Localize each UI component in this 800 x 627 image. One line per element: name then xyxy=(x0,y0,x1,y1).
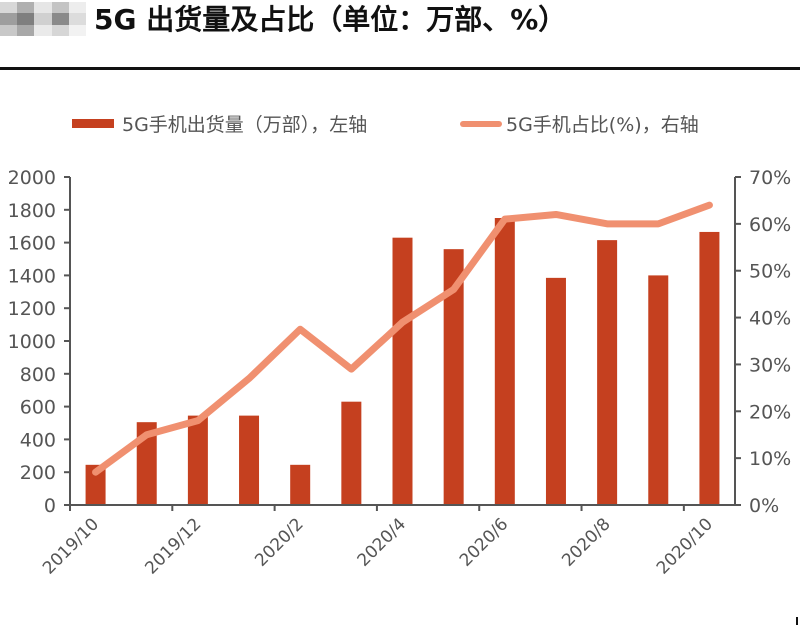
bar xyxy=(494,218,515,505)
left-tick-label: 0 xyxy=(44,495,56,517)
right-tick-label: 40% xyxy=(749,308,791,330)
blurred-logo xyxy=(0,2,86,36)
bar xyxy=(648,275,669,505)
right-tick-label: 10% xyxy=(749,448,791,470)
bar xyxy=(290,464,311,505)
x-tick-label: 2020/2 xyxy=(251,514,307,570)
bar xyxy=(699,231,720,505)
corner-mark xyxy=(796,617,798,625)
legend-label-bar: 5G手机出货量（万部），左轴 xyxy=(122,114,368,136)
x-tick-label: 2019/10 xyxy=(39,514,103,578)
right-tick-label: 0% xyxy=(749,495,779,517)
bar xyxy=(341,401,362,505)
left-tick-label: 1000 xyxy=(8,331,56,353)
chart-title: 5G 出货量及占比（单位：万部、%） xyxy=(94,3,567,36)
bar xyxy=(545,277,566,505)
legend-item-line: 5G手机占比(%)，右轴 xyxy=(460,110,699,137)
x-tick-label: 2020/4 xyxy=(354,514,410,570)
right-tick-label: 20% xyxy=(749,401,791,423)
legend-swatch-bar xyxy=(72,119,114,128)
bar xyxy=(136,422,157,505)
bar xyxy=(443,249,464,505)
title-divider xyxy=(0,67,800,70)
left-tick-label: 1800 xyxy=(8,200,56,222)
x-tick-label: 2019/12 xyxy=(141,514,205,578)
right-tick-label: 50% xyxy=(749,261,791,283)
legend-swatch-line xyxy=(460,120,502,127)
bar xyxy=(85,464,106,505)
left-tick-label: 800 xyxy=(20,364,56,386)
left-tick-label: 400 xyxy=(20,429,56,451)
legend-label-line: 5G手机占比(%)，右轴 xyxy=(506,114,699,136)
left-tick-label: 600 xyxy=(20,397,56,419)
left-tick-label: 1400 xyxy=(8,265,56,287)
left-tick-label: 2000 xyxy=(8,167,56,189)
x-tick-label: 2020/6 xyxy=(456,514,512,570)
bar xyxy=(187,415,208,505)
x-tick-label: 2020/10 xyxy=(653,514,717,578)
left-tick-label: 200 xyxy=(20,462,56,484)
x-tick-label: 2020/8 xyxy=(558,514,614,570)
bar xyxy=(239,415,260,505)
legend: 5G手机出货量（万部），左轴 5G手机占比(%)，右轴 xyxy=(0,110,800,140)
left-tick-label: 1200 xyxy=(8,298,56,320)
right-tick-label: 70% xyxy=(749,167,791,189)
bar xyxy=(392,237,413,505)
left-tick-label: 1600 xyxy=(8,233,56,255)
legend-item-bar: 5G手机出货量（万部），左轴 xyxy=(72,110,367,137)
right-tick-label: 30% xyxy=(749,354,791,376)
right-tick-label: 60% xyxy=(749,214,791,236)
bar xyxy=(597,240,618,505)
